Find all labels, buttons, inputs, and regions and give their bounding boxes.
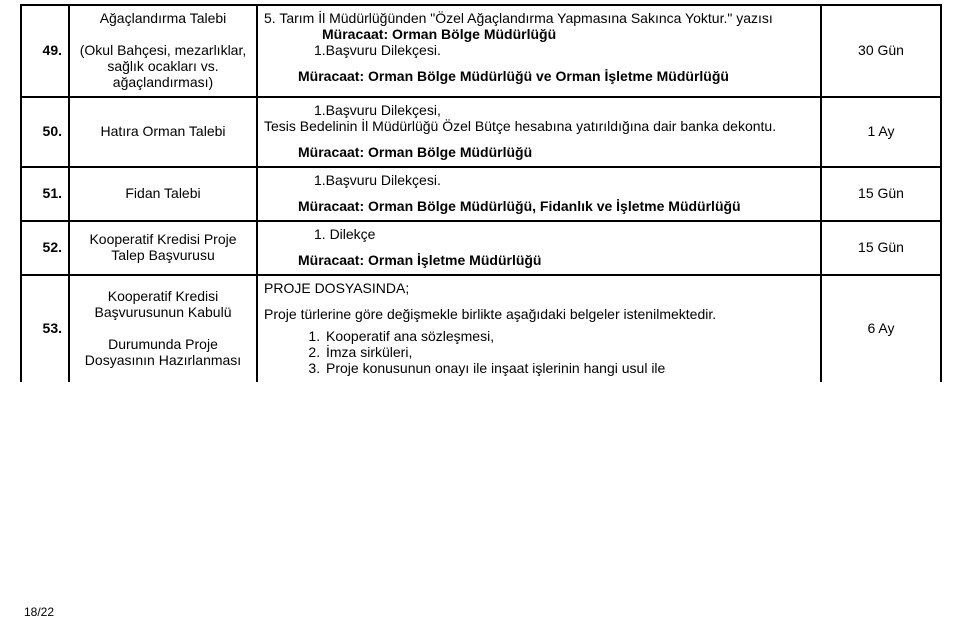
service-name: Kooperatif Kredisi Başvurusunun Kabulü D… bbox=[69, 275, 257, 382]
req-line: Müracaat: Orman Bölge Müdürlüğü bbox=[264, 26, 814, 42]
row-number: 50. bbox=[21, 97, 69, 167]
row-number: 51. bbox=[21, 167, 69, 221]
row-number: 53. bbox=[21, 275, 69, 382]
list-item: Kooperatif ana sözleşmesi, bbox=[324, 328, 814, 344]
row-number: 52. bbox=[21, 221, 69, 275]
req-line: 1.Başvuru Dilekçesi. bbox=[264, 42, 814, 58]
table-row: 51. Fidan Talebi 1.Başvuru Dilekçesi. Mü… bbox=[21, 167, 941, 221]
service-name: Kooperatif Kredisi Proje Talep Başvurusu bbox=[69, 221, 257, 275]
service-table: 49. Ağaçlandırma Talebi (Okul Bahçesi, m… bbox=[20, 4, 942, 382]
duration-cell: 6 Ay bbox=[821, 275, 941, 382]
req-ordered-list: Kooperatif ana sözleşmesi, İmza sirküler… bbox=[264, 328, 814, 376]
list-item: Proje konusunun onayı ile inşaat işlerin… bbox=[324, 360, 814, 376]
table-row: 50. Hatıra Orman Talebi 1.Başvuru Dilekç… bbox=[21, 97, 941, 167]
list-item: İmza sirküleri, bbox=[324, 344, 814, 360]
service-name: Hatıra Orman Talebi bbox=[69, 97, 257, 167]
requirements-cell: 5. Tarım İl Müdürlüğünden "Özel Ağaçland… bbox=[257, 5, 821, 97]
req-header: PROJE DOSYASINDA; bbox=[264, 280, 814, 296]
row-number: 49. bbox=[21, 5, 69, 97]
requirements-cell: PROJE DOSYASINDA; Proje türlerine göre d… bbox=[257, 275, 821, 382]
req-line: Müracaat: Orman Bölge Müdürlüğü bbox=[264, 144, 814, 160]
req-line: 1.Başvuru Dilekçesi, bbox=[264, 102, 814, 118]
req-line: Müracaat: Orman İşletme Müdürlüğü bbox=[264, 252, 814, 268]
table-row: 53. Kooperatif Kredisi Başvurusunun Kabu… bbox=[21, 275, 941, 382]
duration-cell: 15 Gün bbox=[821, 221, 941, 275]
service-name: Ağaçlandırma Talebi (Okul Bahçesi, mezar… bbox=[69, 5, 257, 97]
req-line: 1.Başvuru Dilekçesi. bbox=[264, 172, 814, 188]
duration-cell: 30 Gün bbox=[821, 5, 941, 97]
duration-cell: 1 Ay bbox=[821, 97, 941, 167]
req-line: Müracaat: Orman Bölge Müdürlüğü, Fidanlı… bbox=[264, 198, 814, 214]
table-row: 52. Kooperatif Kredisi Proje Talep Başvu… bbox=[21, 221, 941, 275]
req-line: Müracaat: Orman Bölge Müdürlüğü ve Orman… bbox=[264, 68, 814, 84]
req-intro: Proje türlerine göre değişmekle birlikte… bbox=[264, 306, 814, 322]
requirements-cell: 1.Başvuru Dilekçesi. Müracaat: Orman Böl… bbox=[257, 167, 821, 221]
req-line: 1. Dilekçe bbox=[264, 226, 814, 242]
table-row: 49. Ağaçlandırma Talebi (Okul Bahçesi, m… bbox=[21, 5, 941, 97]
page-number: 18/22 bbox=[24, 605, 54, 619]
requirements-cell: 1. Dilekçe Müracaat: Orman İşletme Müdür… bbox=[257, 221, 821, 275]
requirements-cell: 1.Başvuru Dilekçesi, Tesis Bedelinin İl … bbox=[257, 97, 821, 167]
req-line: 5. Tarım İl Müdürlüğünden "Özel Ağaçland… bbox=[264, 10, 814, 26]
req-line: Tesis Bedelinin İl Müdürlüğü Özel Bütçe … bbox=[264, 118, 814, 134]
service-name: Fidan Talebi bbox=[69, 167, 257, 221]
duration-cell: 15 Gün bbox=[821, 167, 941, 221]
